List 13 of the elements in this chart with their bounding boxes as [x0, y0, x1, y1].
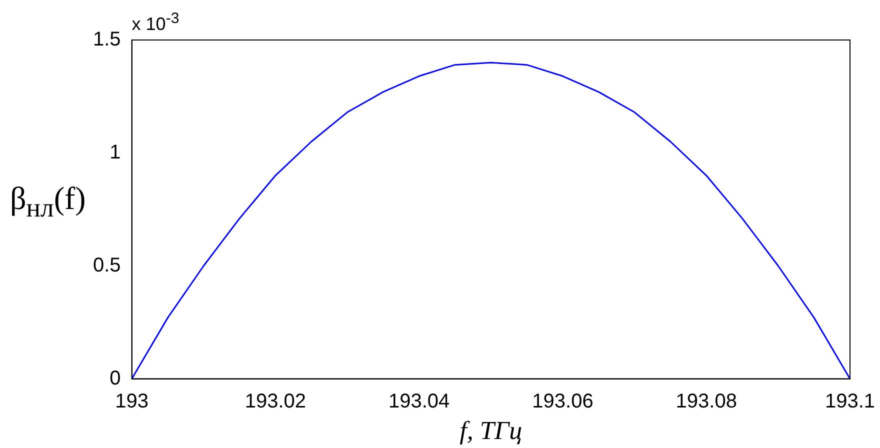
y-tick-label: 0 — [110, 367, 121, 390]
text: x 10$^{-3}$ — [132, 10, 180, 35]
y-tick-label: 1.5 — [92, 28, 121, 51]
x-axis-title: f, ТГц — [460, 416, 522, 446]
x-tick-label: 193.06 — [532, 390, 594, 412]
x-tick-label: 193.1 — [824, 390, 876, 412]
y-tick-label: 0.5 — [92, 254, 121, 276]
x-tick-label: 193.08 — [676, 390, 737, 412]
x-tick-label: 193 — [115, 390, 148, 412]
x-tick-label: 193.02 — [244, 390, 306, 412]
y-tick-label: 1 — [110, 141, 121, 164]
y-axis-title: β$_{нл}$(f) — [10, 180, 86, 224]
x-tick-label: 193.04 — [388, 390, 450, 412]
